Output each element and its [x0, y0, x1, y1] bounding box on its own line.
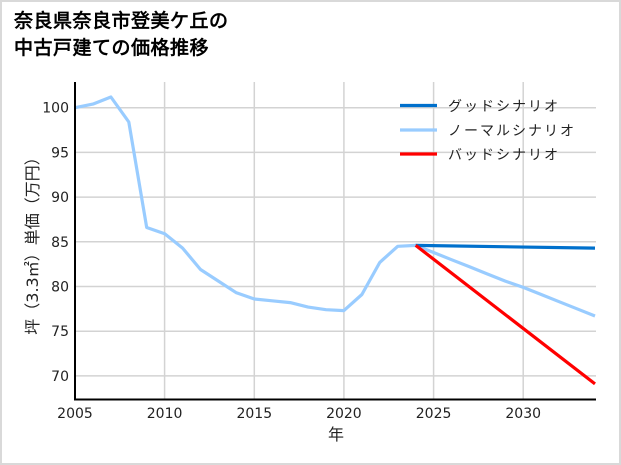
x-tick-2005: 2005	[57, 406, 93, 422]
grid	[75, 82, 596, 399]
x-tick-2015: 2015	[236, 406, 272, 422]
y-axis-label: 坪（3.3㎡）単価（万円）	[23, 149, 42, 334]
series-bad-scenario	[414, 244, 596, 386]
y-tick-85: 85	[51, 235, 69, 251]
x-tick-2025: 2025	[416, 406, 452, 422]
chart-title: 奈良県奈良市登美ケ丘の 中古戸建ての価格推移	[14, 8, 229, 62]
x-tick-2010: 2010	[147, 406, 183, 422]
x-axis-label: 年	[328, 425, 344, 444]
y-tick-80: 80	[51, 280, 69, 296]
y-tick-labels: 100 95 90 85 80 75 70	[42, 101, 69, 385]
legend: グッドシナリオ ノーマルシナリオ バッドシナリオ	[400, 99, 576, 164]
legend-normal-label: ノーマルシナリオ	[448, 124, 576, 140]
x-tick-2030: 2030	[505, 406, 541, 422]
y-tick-75: 75	[51, 324, 69, 340]
y-tick-95: 95	[51, 145, 69, 161]
legend-bad-label: バッドシナリオ	[448, 148, 560, 164]
chart-title-line2: 中古戸建ての価格推移	[14, 37, 210, 59]
legend-good-label: グッドシナリオ	[448, 99, 560, 115]
series-normal-scenario	[74, 95, 596, 318]
x-tick-labels: 2005 2010 2015 2020 2025 2030	[57, 406, 541, 422]
y-tick-90: 90	[51, 190, 69, 206]
series-good-scenario	[415, 243, 596, 250]
y-tick-70: 70	[51, 369, 69, 385]
x-tick-2020: 2020	[326, 406, 362, 422]
series-group	[74, 95, 596, 386]
y-tick-100: 100	[42, 101, 69, 117]
chart-title-line1: 奈良県奈良市登美ケ丘の	[14, 10, 229, 32]
